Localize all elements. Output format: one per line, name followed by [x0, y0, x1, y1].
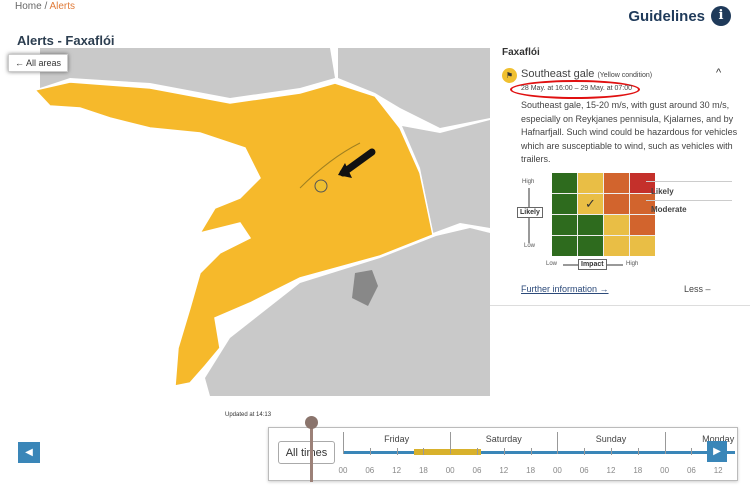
page-title: Alerts - Faxaflói	[17, 33, 115, 48]
further-information-link[interactable]: Further information →	[521, 284, 609, 294]
hour-label: 18	[633, 466, 643, 475]
impact-value: Moderate	[651, 205, 687, 214]
impact-axis-label: Impact	[578, 259, 607, 270]
hour-label: 18	[418, 466, 428, 475]
timeline-track	[343, 451, 735, 454]
matrix-cell	[604, 173, 629, 193]
timeline-tick	[611, 448, 612, 455]
alert-time: 28 May. at 16:00 – 29 May. at 07:00	[521, 85, 633, 92]
breadcrumb: Home / Alerts	[15, 1, 75, 13]
hour-label: 18	[526, 466, 536, 475]
timeline-tick	[530, 448, 532, 455]
play-button[interactable]: ▶	[707, 441, 727, 462]
alert-map[interactable]	[0, 48, 490, 396]
hour-label: 12	[499, 466, 509, 475]
all-times-button[interactable]: All times	[278, 441, 335, 464]
matrix-cell	[578, 236, 603, 256]
timeline-tick	[557, 432, 559, 454]
alert-window-bar	[414, 449, 482, 455]
breadcrumb-current: Alerts	[49, 1, 76, 12]
hour-label: 00	[445, 466, 455, 475]
matrix-cell	[630, 194, 655, 214]
alert-description: Southeast gale, 15-20 m/s, with gust aro…	[521, 100, 738, 164]
timeline-tick	[477, 448, 478, 455]
alert-panel: Faxaflói ⚑ Southeast gale (Yellow condit…	[490, 40, 750, 306]
hour-label: 06	[686, 466, 696, 475]
check-icon: ✓	[585, 196, 596, 211]
matrix-cell	[578, 173, 603, 193]
matrix-cell-selected: ✓	[578, 194, 603, 214]
matrix-cell	[578, 215, 603, 235]
highlight-oval	[510, 80, 640, 99]
alert-condition: (Yellow condition)	[597, 72, 653, 79]
time-slider-knob[interactable]	[305, 416, 318, 429]
likelihood-value: Likely	[651, 187, 674, 196]
timeline	[268, 427, 738, 481]
matrix-cell	[552, 194, 577, 214]
alert-area-faxafloi[interactable]	[33, 81, 434, 387]
warning-marker-icon[interactable]	[314, 179, 328, 193]
day-label: Friday	[384, 434, 410, 444]
matrix-cell	[604, 194, 629, 214]
hour-label: 12	[392, 466, 402, 475]
hour-label: 06	[365, 466, 375, 475]
timeline-tick	[637, 448, 639, 455]
day-label: Sunday	[595, 434, 627, 444]
hour-label: 00	[660, 466, 670, 475]
region-name: Faxaflói	[502, 47, 540, 58]
updated-time: Updated at 14:13	[225, 412, 272, 418]
all-areas-button[interactable]: ← All areas	[8, 54, 69, 72]
timeline-tick	[343, 432, 344, 454]
divider	[646, 181, 732, 182]
matrix-cell	[552, 236, 577, 256]
timeline-tick	[503, 448, 505, 455]
impact-high-label: High	[626, 261, 639, 267]
breadcrumb-home[interactable]: Home /	[15, 1, 48, 12]
matrix-cell	[630, 173, 655, 193]
timeline-tick	[396, 448, 398, 455]
lake	[352, 270, 378, 306]
land-east	[402, 120, 490, 233]
land-northeast	[338, 48, 490, 128]
matrix-cell	[552, 173, 577, 193]
hour-label: 00	[552, 466, 562, 475]
chevron-up-icon[interactable]: ^	[716, 67, 722, 79]
matrix-cell	[552, 215, 577, 235]
timeline-tick	[691, 448, 693, 455]
impact-low-label: Low	[546, 261, 558, 267]
likelihood-axis-label: Likely	[517, 207, 543, 218]
timeline-tick	[450, 432, 452, 454]
alert-title[interactable]: Southeast gale (Yellow condition)	[521, 68, 652, 80]
day-label: Monday	[702, 434, 735, 444]
divider	[646, 200, 732, 201]
timeline-tick	[664, 432, 666, 454]
matrix-cell	[604, 236, 629, 256]
alert-title-text: Southeast gale	[521, 68, 595, 80]
likelihood-high-label: High	[522, 179, 535, 185]
wind-warning-icon: ⚑	[502, 68, 517, 83]
timeline-tick	[584, 448, 586, 455]
time-slider-handle[interactable]	[310, 422, 313, 482]
hour-label: 06	[579, 466, 589, 475]
matrix-cell	[630, 215, 655, 235]
land-north	[40, 48, 335, 98]
hour-label: 12	[606, 466, 616, 475]
land-south	[205, 228, 490, 396]
info-icon[interactable]: i	[711, 6, 731, 26]
hour-label: 06	[472, 466, 482, 475]
hour-label: 12	[713, 466, 723, 475]
hour-label: 00	[338, 466, 348, 475]
risk-matrix: ✓	[552, 173, 655, 256]
guidelines-link[interactable]: Guidelines	[628, 8, 705, 25]
less-button[interactable]: Less –	[684, 284, 711, 294]
matrix-cell	[630, 236, 655, 256]
timeline-tick	[423, 448, 425, 455]
previous-button[interactable]: ◀	[18, 442, 40, 463]
day-label: Saturday	[485, 434, 522, 444]
timeline-tick	[369, 448, 371, 455]
likelihood-low-label: Low	[524, 243, 536, 249]
matrix-cell	[604, 215, 629, 235]
